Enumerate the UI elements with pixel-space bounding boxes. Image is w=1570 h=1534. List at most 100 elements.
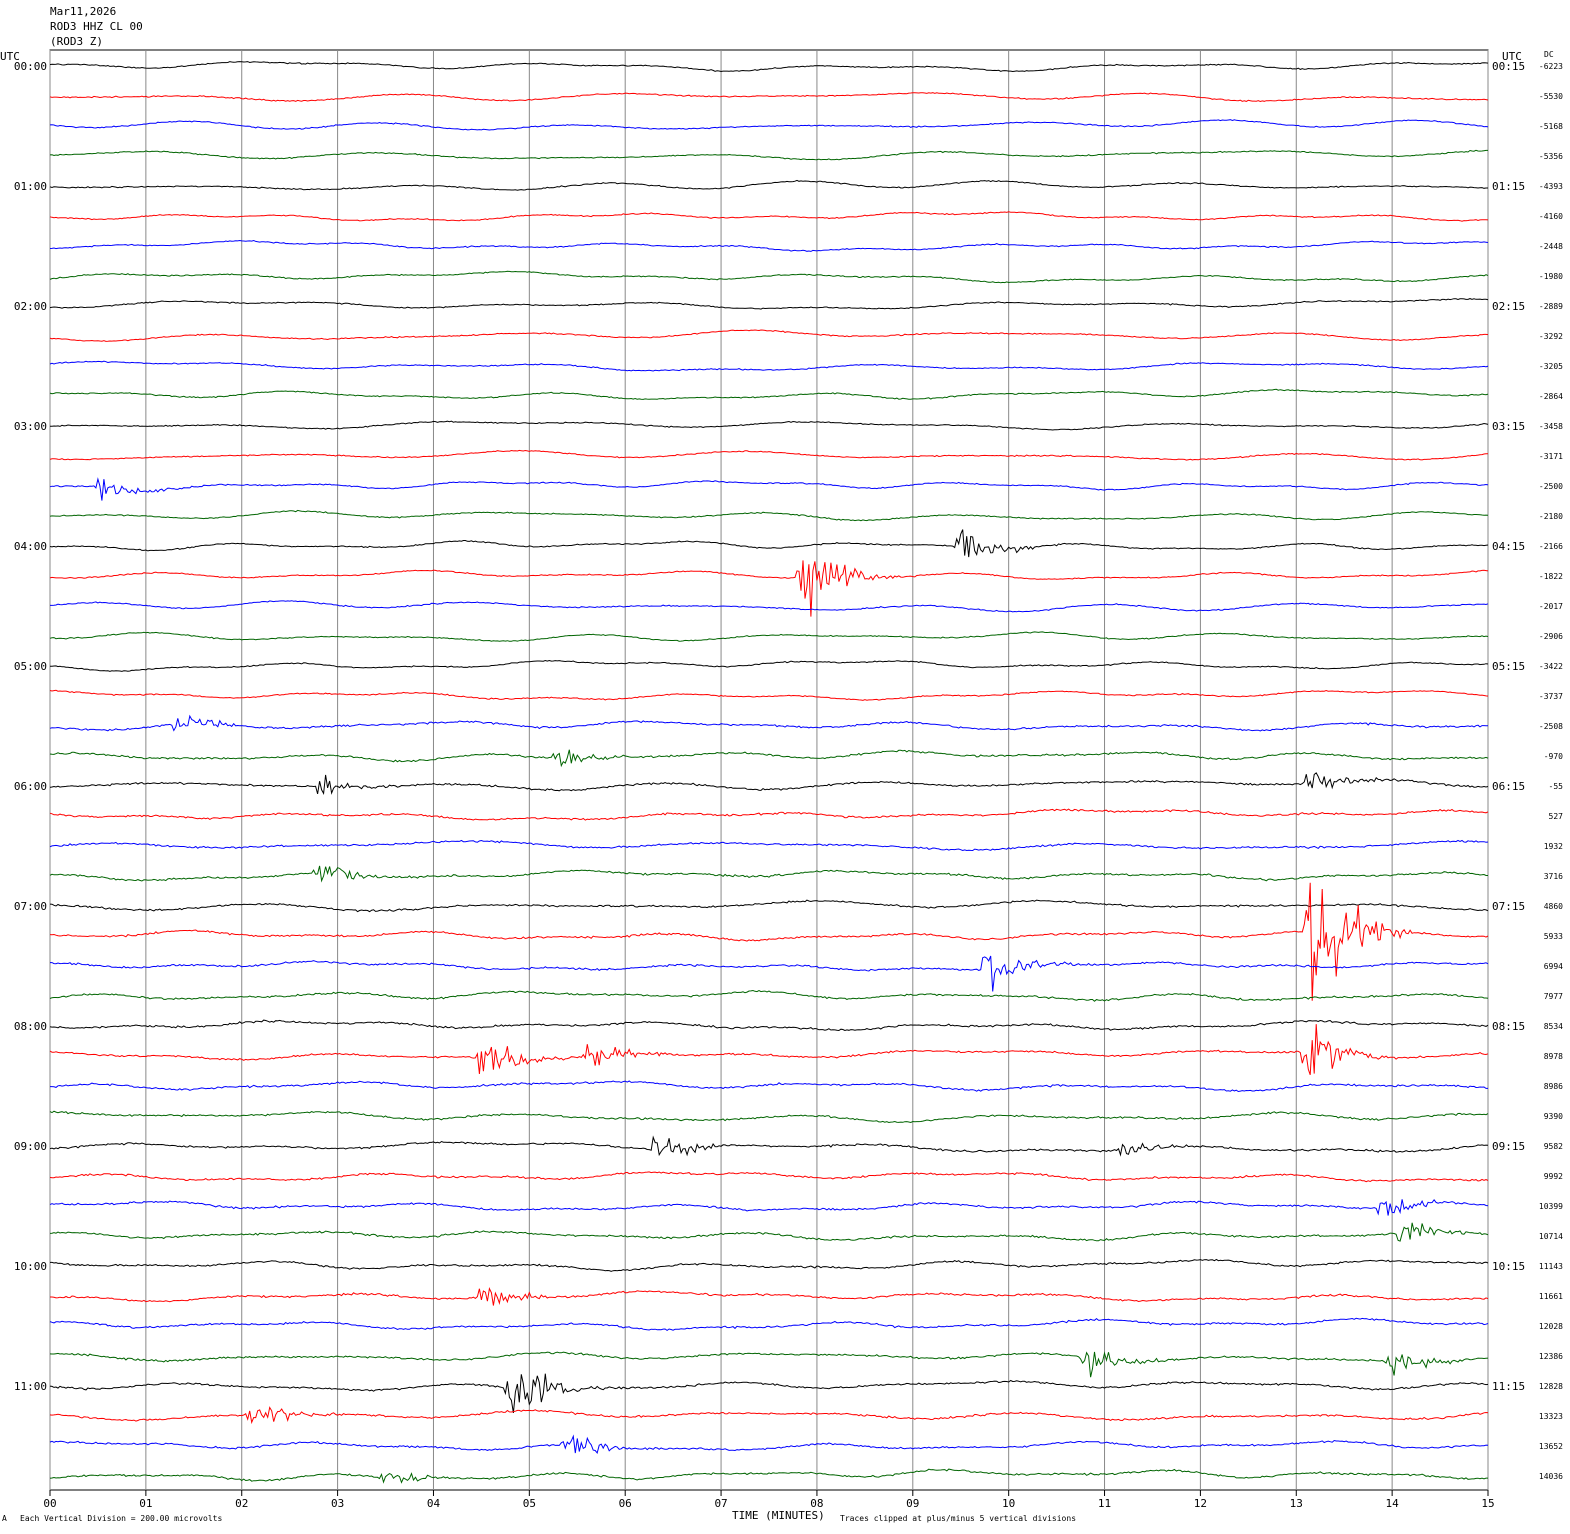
x-tick-label-12: 12 xyxy=(1194,1497,1207,1510)
trace-30 xyxy=(50,955,1489,992)
dc-offset-19: -2906 xyxy=(1539,632,1563,641)
dc-offset-33: 8978 xyxy=(1544,1052,1563,1061)
right-time-label-09:15: 09:15 xyxy=(1492,1140,1525,1153)
dc-offset-28: 4860 xyxy=(1544,902,1563,911)
seismic-traces xyxy=(49,61,1489,1484)
dc-offset-38: 10399 xyxy=(1539,1202,1563,1211)
dc-offset-10: -3205 xyxy=(1539,362,1563,371)
trace-4 xyxy=(49,179,1488,191)
trace-32 xyxy=(49,1019,1489,1032)
dc-offset-44: 12828 xyxy=(1539,1382,1563,1391)
left-time-label-07:00: 07:00 xyxy=(14,900,47,913)
dc-offset-37: 9992 xyxy=(1544,1172,1563,1181)
x-axis-label: TIME (MINUTES) xyxy=(732,1509,825,1522)
dc-offset-13: -3171 xyxy=(1539,452,1563,461)
clip-note: Traces clipped at plus/minus 5 vertical … xyxy=(840,1514,1077,1523)
right-time-label-02:15: 02:15 xyxy=(1492,300,1525,313)
trace-5 xyxy=(49,211,1489,222)
trace-18 xyxy=(50,600,1489,613)
trace-33 xyxy=(49,1024,1489,1075)
trace-43 xyxy=(49,1351,1489,1378)
x-tick-label-13: 13 xyxy=(1290,1497,1303,1510)
x-tick-label-06: 06 xyxy=(619,1497,632,1510)
dc-offset-32: 8534 xyxy=(1544,1022,1563,1031)
dc-offset-25: 527 xyxy=(1549,812,1564,821)
trace-45 xyxy=(49,1406,1489,1425)
dc-offset-30: 6994 xyxy=(1544,962,1563,971)
x-tick-label-09: 09 xyxy=(906,1497,919,1510)
x-tick-label-01: 01 xyxy=(139,1497,152,1510)
dc-offset-11: -2864 xyxy=(1539,392,1563,401)
trace-44 xyxy=(49,1373,1489,1413)
dc-offset-31: 7977 xyxy=(1544,992,1563,1001)
dc-title: DC xyxy=(1544,50,1554,59)
trace-27 xyxy=(49,865,1488,883)
header-component: (ROD3 Z) xyxy=(50,35,103,48)
dc-offset-35: 9390 xyxy=(1544,1112,1563,1121)
left-time-label-04:00: 04:00 xyxy=(14,540,47,553)
trace-20 xyxy=(50,659,1489,672)
left-time-label-03:00: 03:00 xyxy=(14,420,47,433)
x-tick-label-04: 04 xyxy=(427,1497,441,1510)
dc-offset-0: -6223 xyxy=(1539,62,1563,71)
dc-offset-23: -970 xyxy=(1544,752,1563,761)
x-tick-label-02: 02 xyxy=(235,1497,248,1510)
dc-offset-26: 1932 xyxy=(1544,842,1563,851)
dc-offset-16: -2166 xyxy=(1539,542,1563,551)
trace-11 xyxy=(49,388,1489,400)
dc-offset-45: 13323 xyxy=(1539,1412,1563,1421)
dc-offset-18: -2017 xyxy=(1539,602,1563,611)
dc-offset-46: 13652 xyxy=(1539,1442,1563,1451)
trace-21 xyxy=(49,689,1489,701)
x-tick-label-05: 05 xyxy=(523,1497,536,1510)
dc-offset-2: -5168 xyxy=(1539,122,1563,131)
dc-offset-7: -1980 xyxy=(1539,272,1563,281)
trace-38 xyxy=(49,1198,1489,1216)
trace-12 xyxy=(49,420,1489,431)
trace-35 xyxy=(49,1110,1489,1124)
x-tick-label-10: 10 xyxy=(1002,1497,1015,1510)
dc-offset-24: -55 xyxy=(1549,782,1564,791)
dc-offset-41: 11661 xyxy=(1539,1292,1563,1301)
trace-34 xyxy=(50,1080,1488,1093)
corner-mark: A xyxy=(2,1514,7,1523)
dc-offset-15: -2180 xyxy=(1539,512,1563,521)
dc-offset-21: -3737 xyxy=(1539,692,1563,701)
dc-offset-27: 3716 xyxy=(1544,872,1563,881)
right-time-label-03:15: 03:15 xyxy=(1492,420,1525,433)
trace-46 xyxy=(49,1434,1489,1454)
trace-25 xyxy=(49,808,1489,821)
right-time-label-08:15: 08:15 xyxy=(1492,1020,1525,1033)
dc-offset-34: 8986 xyxy=(1544,1082,1563,1091)
trace-0 xyxy=(49,61,1489,73)
x-tick-label-08: 08 xyxy=(810,1497,823,1510)
minute-grid xyxy=(49,50,1489,1496)
dc-offset-39: 10714 xyxy=(1539,1232,1563,1241)
trace-22 xyxy=(49,714,1488,732)
left-time-label-02:00: 02:00 xyxy=(14,300,47,313)
right-time-label-10:15: 10:15 xyxy=(1492,1260,1525,1273)
trace-10 xyxy=(49,360,1489,372)
scale-note: Each Vertical Division = 200.00 microvol… xyxy=(20,1514,223,1523)
left-time-label-08:00: 08:00 xyxy=(14,1020,47,1033)
trace-37 xyxy=(49,1171,1489,1183)
right-time-label-04:15: 04:15 xyxy=(1492,540,1525,553)
dc-offset-36: 9582 xyxy=(1544,1142,1563,1151)
left-time-label-09:00: 09:00 xyxy=(14,1140,47,1153)
dc-offset-17: -1822 xyxy=(1539,572,1563,581)
right-time-label-07:15: 07:15 xyxy=(1492,900,1525,913)
trace-47 xyxy=(49,1468,1488,1484)
plot-frame xyxy=(49,49,1489,1491)
right-time-label-00:15: 00:15 xyxy=(1492,60,1525,73)
trace-28 xyxy=(49,899,1489,913)
trace-3 xyxy=(49,149,1488,161)
x-tick-label-00: 00 xyxy=(43,1497,56,1510)
left-time-label-00:00: 00:00 xyxy=(14,60,47,73)
trace-9 xyxy=(49,329,1489,342)
trace-31 xyxy=(49,989,1489,1002)
dc-offset-47: 14036 xyxy=(1539,1472,1563,1481)
dc-offset-9: -3292 xyxy=(1539,332,1563,341)
trace-1 xyxy=(49,92,1489,103)
left-time-label-05:00: 05:00 xyxy=(14,660,47,673)
